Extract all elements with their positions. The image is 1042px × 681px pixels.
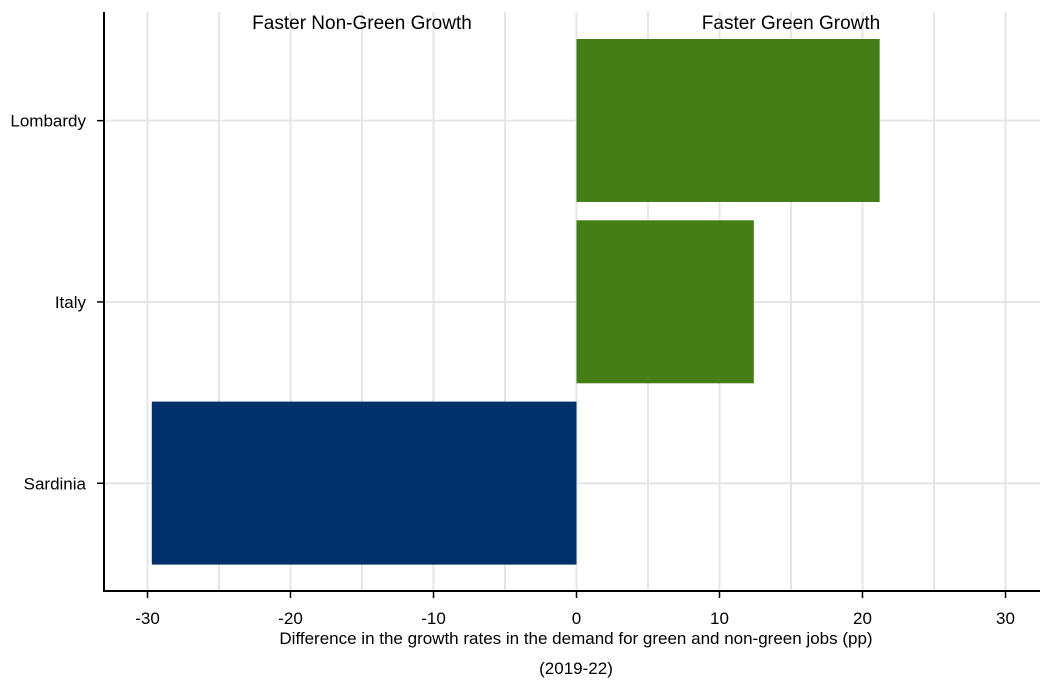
y-tick-label-lombardy: Lombardy [10, 112, 86, 131]
x-tick-label-0: 0 [572, 609, 581, 628]
x-tick-label-30: 30 [996, 609, 1015, 628]
x-tick-label-neg10: -10 [421, 609, 446, 628]
y-tick-label-italy: Italy [55, 293, 87, 312]
annotation-faster-non-green: Faster Non-Green Growth [252, 13, 472, 34]
x-tick-label-20: 20 [853, 609, 872, 628]
y-tick-label-sardinia: Sardinia [24, 474, 87, 493]
bar-italy [576, 220, 754, 384]
x-tick-label-10: 10 [710, 609, 729, 628]
x-axis-label: Difference in the growth rates in the de… [279, 629, 872, 648]
bars-layer [151, 39, 880, 565]
x-axis-label-period: (2019-22) [539, 659, 613, 678]
bar-sardinia [151, 401, 577, 565]
axes-layer: -30 -20 -10 0 10 20 30 Lombardy Italy Sardinia [10, 12, 1040, 628]
annotation-faster-green: Faster Green Growth [702, 13, 880, 34]
x-tick-label-neg30: -30 [135, 609, 160, 628]
labels-layer: Faster Non-Green Growth Faster Green Gro… [252, 13, 880, 678]
x-tick-label-neg20: -20 [278, 609, 303, 628]
bar-lombardy [576, 39, 880, 202]
